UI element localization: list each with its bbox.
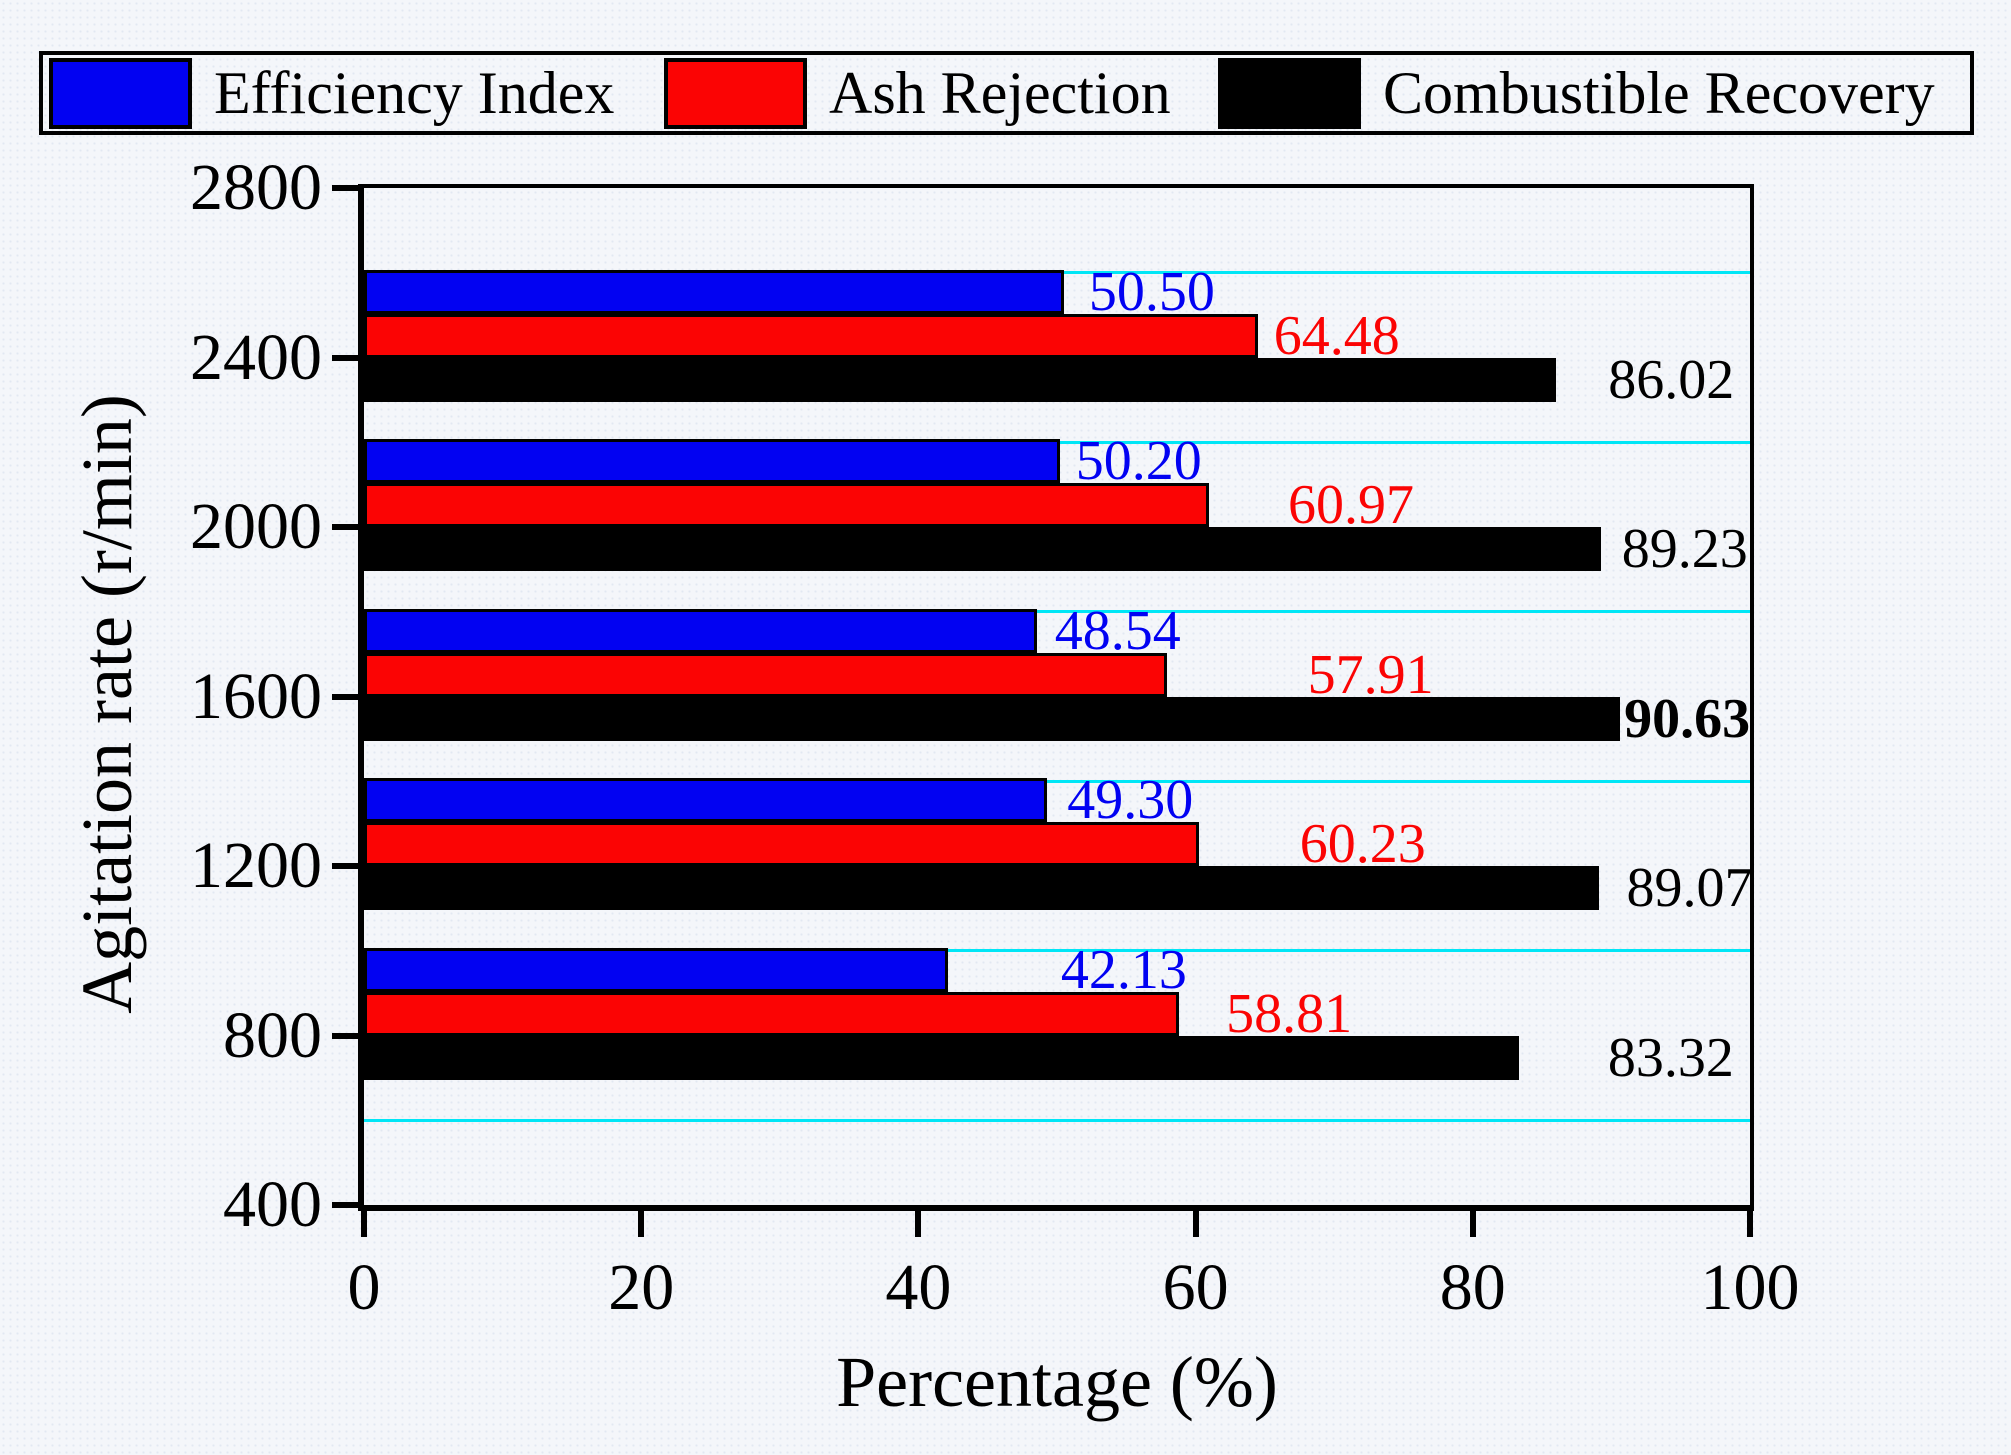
bar-value-label: 86.02 [1608, 348, 1735, 411]
legend: Efficiency Index Ash Rejection Combustib… [39, 51, 1974, 135]
y-axis-tick-label: 1200 [190, 829, 322, 902]
gridline [364, 779, 1750, 783]
x-axis-tick [638, 1211, 645, 1237]
bar-value-label: 83.32 [1607, 1026, 1734, 1089]
x-axis-tick-label: 40 [885, 1251, 952, 1324]
bar [364, 652, 1167, 697]
bar [364, 527, 1601, 571]
y-axis-tick [332, 354, 358, 361]
x-axis-tick [915, 1211, 922, 1237]
bar-value-label: 48.54 [1054, 599, 1181, 662]
y-axis-tick [332, 1032, 358, 1039]
bar [364, 866, 1599, 910]
x-axis-tick-label: 0 [347, 1251, 381, 1324]
bar-value-label: 60.23 [1299, 813, 1426, 875]
x-axis-tick-label: 20 [608, 1251, 675, 1324]
y-axis-tick [332, 693, 358, 700]
legend-item-combustible-recovery: Combustible Recovery [1218, 57, 1935, 129]
x-axis-tick [361, 1211, 367, 1237]
bar-value-label: 49.30 [1067, 769, 1194, 831]
bar [364, 696, 1621, 741]
y-axis-tick [332, 524, 358, 530]
bar-value-label: 89.07 [1626, 857, 1753, 919]
y-axis-tick-label: 2400 [190, 320, 322, 394]
legend-item-efficiency-index: Efficiency Index [49, 57, 614, 129]
legend-label: Ash Rejection [829, 60, 1171, 126]
gridline [364, 949, 1750, 953]
x-axis-tick-label: 100 [1700, 1251, 1800, 1324]
bar [364, 608, 1037, 653]
bar [364, 313, 1258, 358]
y-axis-tick [332, 1202, 358, 1208]
x-axis-tick-label: 80 [1439, 1251, 1506, 1324]
bar [364, 991, 1180, 1036]
x-axis-title: Percentage (%) [836, 1342, 1278, 1422]
bar [364, 947, 948, 992]
gridline [364, 1118, 1750, 1122]
x-axis-tick [1469, 1211, 1476, 1237]
bar [364, 483, 1210, 527]
y-axis-tick [332, 863, 358, 869]
bar-value-label: 64.48 [1273, 304, 1400, 367]
y-axis-tick-label: 400 [223, 1168, 322, 1241]
ash-rejection-swatch-icon [664, 57, 807, 129]
bar-value-label: 90.63 [1624, 687, 1751, 750]
y-axis-tick-label: 800 [223, 998, 322, 1072]
bar-value-label: 57.91 [1307, 643, 1434, 706]
y-axis-tick [332, 185, 358, 191]
bar-value-label: 60.97 [1288, 474, 1415, 536]
gridline [364, 610, 1750, 614]
y-axis-tick-label: 2800 [190, 151, 322, 224]
bar [364, 357, 1557, 402]
bar-value-label: 89.23 [1621, 518, 1748, 580]
legend-label: Efficiency Index [214, 60, 615, 126]
bar-value-label: 42.13 [1060, 938, 1187, 1001]
bar [364, 822, 1199, 866]
legend-item-ash-rejection: Ash Rejection [664, 57, 1171, 129]
y-axis-tick-label: 2000 [190, 490, 322, 563]
bar-value-label: 58.81 [1226, 982, 1353, 1045]
bar [364, 269, 1064, 314]
bar [364, 439, 1060, 483]
legend-label: Combustible Recovery [1383, 60, 1935, 126]
bar [364, 778, 1048, 822]
x-axis-tick [1192, 1211, 1199, 1237]
x-axis-tick [1747, 1211, 1753, 1237]
efficiency-index-swatch-icon [49, 57, 192, 129]
combustible-recovery-swatch-icon [1218, 57, 1361, 129]
bar [364, 1035, 1519, 1080]
bar-value-label: 50.50 [1088, 260, 1215, 323]
plot-area [358, 184, 1754, 1211]
y-axis-tick-label: 1600 [190, 659, 322, 733]
x-axis-tick-label: 60 [1162, 1251, 1229, 1324]
bar-value-label: 50.20 [1075, 430, 1202, 492]
